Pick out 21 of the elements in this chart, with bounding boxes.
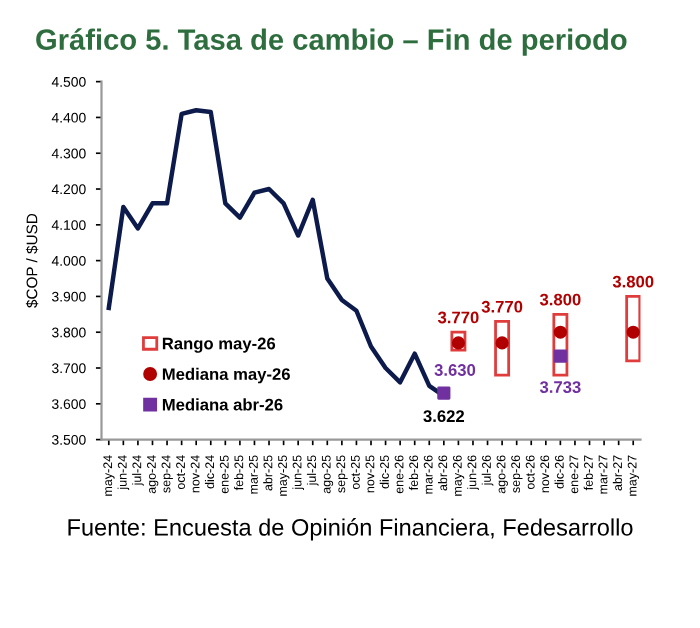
point: [495, 336, 509, 350]
bar: [625, 295, 641, 363]
point: [626, 325, 640, 339]
point: [437, 386, 451, 400]
legend-label: Mediana may-26: [162, 367, 290, 384]
data-label: 3.630: [434, 364, 476, 376]
point: [553, 349, 567, 363]
point: [553, 325, 567, 339]
data-label: 3.622: [423, 410, 465, 423]
data-label: 3.770: [437, 311, 479, 324]
legend-label: Mediana abr-26: [162, 398, 283, 411]
data-label: 3.770: [481, 300, 523, 313]
source-note: Fuente: Encuesta de Opinión Financiera, Fedesarrollo: [68, 518, 633, 541]
bar: [450, 330, 467, 352]
bar: [494, 320, 511, 377]
data-label: 3.800: [612, 275, 654, 288]
legend-label: Rango may-26: [162, 337, 276, 353]
data-label: 3.800: [539, 293, 581, 306]
data-label: 3.733: [539, 381, 581, 393]
bar: [552, 312, 569, 377]
chart-title: Gráfico 5. Tasa de cambio – Fin de periodo: [36, 28, 627, 56]
